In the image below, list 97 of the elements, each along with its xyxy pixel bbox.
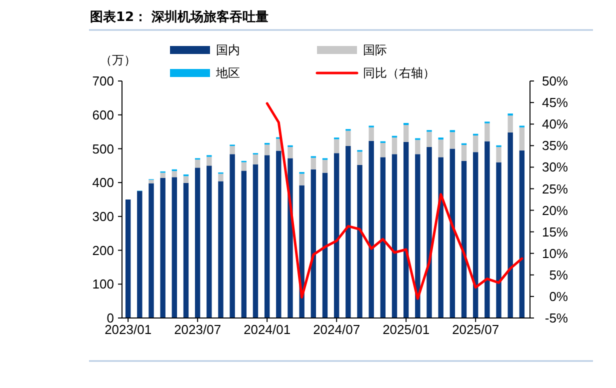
legend-label: 同比（右轴） [363,66,435,80]
y2-tick-label: -5% [544,310,568,326]
x-tick-label: 2024/07 [313,322,360,337]
chart-title: 图表12： 深圳机场旅客吞吐量 [90,9,269,25]
bar [288,147,293,158]
y2-tick-label: 40% [542,116,568,132]
bar [172,171,178,178]
bar [194,168,200,318]
bar [346,146,351,318]
bar [380,157,386,318]
y2-tick-label: 45% [542,95,568,110]
bar [322,160,328,173]
x-tick-label: 2025/01 [382,322,430,337]
bar [472,152,478,318]
x-tick-label: 2023/07 [174,322,222,337]
bar [438,140,444,158]
bar [264,155,270,318]
legend-label: 国际 [363,43,387,58]
bar [310,158,316,170]
bar [334,153,340,318]
bar [252,164,258,318]
bar [148,180,154,184]
y2-tick-label: 25% [542,181,568,196]
y-tick-label: 400 [92,175,114,190]
bar [519,127,525,150]
bar [241,162,247,171]
line-series [266,102,524,300]
y2-tick-label: 50% [542,74,568,89]
bar [508,116,513,132]
bar [461,144,467,161]
bar [403,122,409,126]
y-tick-label: 200 [92,242,114,258]
bar [450,132,456,149]
bar [160,178,166,318]
bar [450,148,456,318]
bar [160,172,166,178]
bar [403,142,409,318]
bar [484,141,490,318]
bar [137,191,142,318]
bar [438,157,444,318]
bar [276,150,282,318]
bar [322,172,328,318]
bar [148,183,154,318]
bar [472,136,478,152]
y-tick-label: 500 [92,141,114,156]
bar [403,125,409,142]
y-tick-label: 300 [92,208,114,224]
bar [218,181,224,318]
bar [426,132,432,148]
y2-tick-label: 30% [542,160,568,175]
bar [230,146,235,154]
y-tick-label: 600 [92,107,114,122]
bar [392,154,398,318]
bar [415,140,420,154]
bar [252,154,258,164]
bar [461,160,467,318]
legend-label: 地区 [215,66,240,80]
bar [218,174,224,182]
bar [368,127,374,141]
y2-tick-label: 15% [542,224,568,240]
bar [357,152,362,165]
y2-tick-label: 20% [542,202,568,218]
bar [415,154,420,318]
y2-tick-label: 0% [549,289,568,304]
y-tick-label: 700 [92,74,114,89]
bar [125,200,131,318]
bar [172,177,178,318]
bar [519,150,525,318]
bar [426,147,432,318]
legend-label: 国内 [216,43,240,58]
bar [206,166,212,318]
bar [264,144,270,156]
y2-tick-label: 35% [542,138,568,154]
bar [380,142,386,158]
y-tick-label: 100 [92,276,114,292]
bar [183,176,189,183]
x-tick-label: 2025/07 [452,322,500,337]
y2-tick-label: 10% [542,246,568,261]
bar [496,162,502,318]
bar [357,164,362,318]
y2-tick-label: 5% [549,267,568,282]
bar [241,170,247,318]
bar [299,174,304,186]
bar [206,156,212,166]
bar [334,139,340,154]
bar [496,147,502,162]
bar [508,132,513,318]
x-tick-label: 2024/01 [244,322,291,337]
bar [183,182,189,318]
bar [368,140,374,318]
bar [484,123,490,142]
bar [230,154,235,318]
bar [194,160,200,168]
bar [310,169,316,318]
bar [392,138,398,154]
bar [346,130,351,146]
y-axis-title: （万） [100,53,136,67]
